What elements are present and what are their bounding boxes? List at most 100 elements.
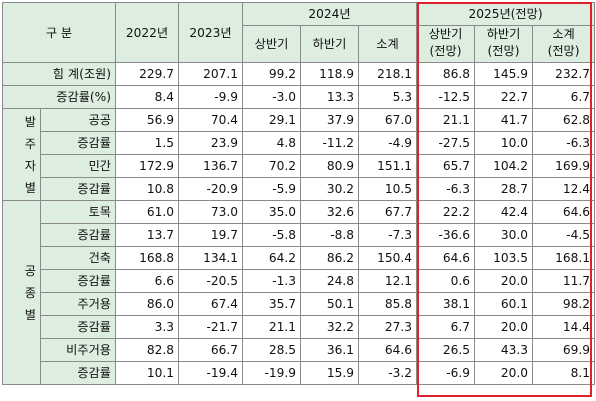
cell-value: 38.1 xyxy=(416,292,476,316)
cell-value: 20.0 xyxy=(474,315,534,339)
cell-value: -3.2 xyxy=(357,361,418,385)
cell-value: 8.4 xyxy=(115,85,179,109)
cell-value: 69.9 xyxy=(532,338,596,362)
table-row: 주거용 86.0 67.4 35.7 50.1 85.8 38.1 60.1 98.2 xyxy=(3,292,596,316)
cell-value: 10.8 xyxy=(115,177,179,201)
table-row: 증감률 3.3 -21.7 21.1 32.2 27.3 6.7 20.0 14.4 xyxy=(3,315,596,339)
cell-value: 36.1 xyxy=(300,338,359,362)
row-label: 공공 xyxy=(40,108,116,132)
cell-value: 229.7 xyxy=(115,62,179,86)
cell-value: 64.2 xyxy=(242,246,301,270)
cell-value: 50.1 xyxy=(300,292,359,316)
cell-value: 3.3 xyxy=(115,315,179,339)
header-2025-h2-label: 하반기 (전망) xyxy=(486,27,521,58)
cell-value: 24.8 xyxy=(300,269,359,293)
cell-value: 98.2 xyxy=(532,292,596,316)
cell-value: -27.5 xyxy=(416,131,476,155)
header-category: 구 분 xyxy=(2,2,116,63)
cell-value: 29.1 xyxy=(242,108,301,132)
cell-value: 118.9 xyxy=(300,62,359,86)
cell-value: 99.2 xyxy=(242,62,301,86)
header-2024-subtotal: 소계 xyxy=(357,25,418,63)
cell-value: 64.6 xyxy=(532,200,596,224)
table-row: 공 종 별 토목 61.0 73.0 35.0 32.6 67.7 22.2 42.4 64.6 xyxy=(2,200,596,385)
header-2024: 2024년 xyxy=(241,2,418,26)
cell-value: 61.0 xyxy=(115,200,179,224)
header-2025-h1: 상반기 (전망) xyxy=(416,25,476,63)
cell-value: 32.2 xyxy=(300,315,359,339)
row-label: 토목 xyxy=(40,200,116,224)
cell-value: 43.3 xyxy=(474,338,534,362)
cell-value: 66.7 xyxy=(178,338,243,362)
cell-value: 70.2 xyxy=(242,154,301,178)
cell-value: 64.6 xyxy=(416,246,476,270)
table-row: 건축 168.8 134.1 64.2 86.2 150.4 64.6 103.5 168.1 xyxy=(3,246,596,270)
cell-value: 30.2 xyxy=(300,177,359,201)
cell-value: 41.7 xyxy=(474,108,534,132)
group-label-char: 공 xyxy=(24,263,36,278)
cell-value: 35.0 xyxy=(242,200,301,224)
cell-value: -21.7 xyxy=(178,315,243,339)
row-label: 주거용 xyxy=(40,292,116,316)
cell-value: 151.1 xyxy=(357,154,418,178)
cell-value: 103.5 xyxy=(474,246,534,270)
cell-value: -11.2 xyxy=(300,131,359,155)
header-2025-subtotal: 소계 (전망) xyxy=(532,25,596,63)
header-2025-forecast: 2025년(전망) xyxy=(416,2,596,26)
cell-value: -5.8 xyxy=(242,223,301,247)
row-label: 증감률 xyxy=(40,361,116,385)
cell-value: 8.1 xyxy=(532,361,596,385)
cell-value: 207.1 xyxy=(178,62,243,86)
cell-value: 6.7 xyxy=(416,315,476,339)
cell-value: -4.5 xyxy=(532,223,596,247)
cell-value: 10.5 xyxy=(357,177,418,201)
table-row: 발 주 자 별 공공 56.9 70.4 29.1 37.9 67.0 21.1 41.7 62.8 xyxy=(2,108,596,201)
cell-value: -4.9 xyxy=(357,131,418,155)
cell-value: 42.4 xyxy=(474,200,534,224)
cell-value: 232.7 xyxy=(532,62,596,86)
group-label-char: 별 xyxy=(24,180,36,195)
cell-value: -1.3 xyxy=(242,269,301,293)
header-2024-h2: 하반기 xyxy=(300,25,359,63)
cell-value: 56.9 xyxy=(115,108,179,132)
cell-value: -6.9 xyxy=(416,361,476,385)
table-row: 증감률(%) 8.4 -9.9 -3.0 13.3 5.3 -12.5 22.7 6.7 xyxy=(2,85,596,109)
group-label-char: 별 xyxy=(24,307,36,322)
cell-value: 65.7 xyxy=(416,154,476,178)
cell-value: 70.4 xyxy=(178,108,243,132)
cell-value: 62.8 xyxy=(532,108,596,132)
header-2024-h1: 상반기 xyxy=(242,25,301,63)
cell-value: 6.6 xyxy=(115,269,179,293)
cell-value: 14.4 xyxy=(532,315,596,339)
cell-value: 169.9 xyxy=(532,154,596,178)
cell-value: 12.4 xyxy=(532,177,596,201)
cell-value: 27.3 xyxy=(357,315,418,339)
cell-value: 86.2 xyxy=(300,246,359,270)
cell-value: 172.9 xyxy=(115,154,179,178)
cell-value: 104.2 xyxy=(474,154,534,178)
cell-value: 136.7 xyxy=(178,154,243,178)
cell-value: 21.1 xyxy=(242,315,301,339)
cell-value: -36.6 xyxy=(416,223,476,247)
group-label-char: 종 xyxy=(24,285,36,300)
table-row: 증감률 1.5 23.9 4.8 -11.2 -4.9 -27.5 10.0 -6.3 xyxy=(3,131,596,155)
table-row: 증감률 10.1 -19.4 -19.9 15.9 -3.2 -6.9 20.0 8.1 xyxy=(3,361,596,385)
cell-value: 168.1 xyxy=(532,246,596,270)
header-2025-subtotal-label: 소계 (전망) xyxy=(547,27,580,58)
cell-value: 5.3 xyxy=(357,85,418,109)
row-label: 증감률 xyxy=(40,269,116,293)
table-row: 민간 172.9 136.7 70.2 80.9 151.1 65.7 104.2 169.9 xyxy=(3,154,596,178)
cell-value: 22.2 xyxy=(416,200,476,224)
table-row: 증감률 10.8 -20.9 -5.9 30.2 10.5 -6.3 28.7 12.4 xyxy=(3,177,596,201)
cell-value: 28.5 xyxy=(242,338,301,362)
cell-value: 13.3 xyxy=(300,85,359,109)
cell-value: 20.0 xyxy=(474,361,534,385)
table-row: 증감률 13.7 19.7 -5.8 -8.8 -7.3 -36.6 30.0 -4.5 xyxy=(3,223,596,247)
cell-value: 10.1 xyxy=(115,361,179,385)
row-label: 비주거용 xyxy=(40,338,116,362)
cell-value: 85.8 xyxy=(357,292,418,316)
cell-value: 0.6 xyxy=(416,269,476,293)
cell-value: 11.7 xyxy=(532,269,596,293)
